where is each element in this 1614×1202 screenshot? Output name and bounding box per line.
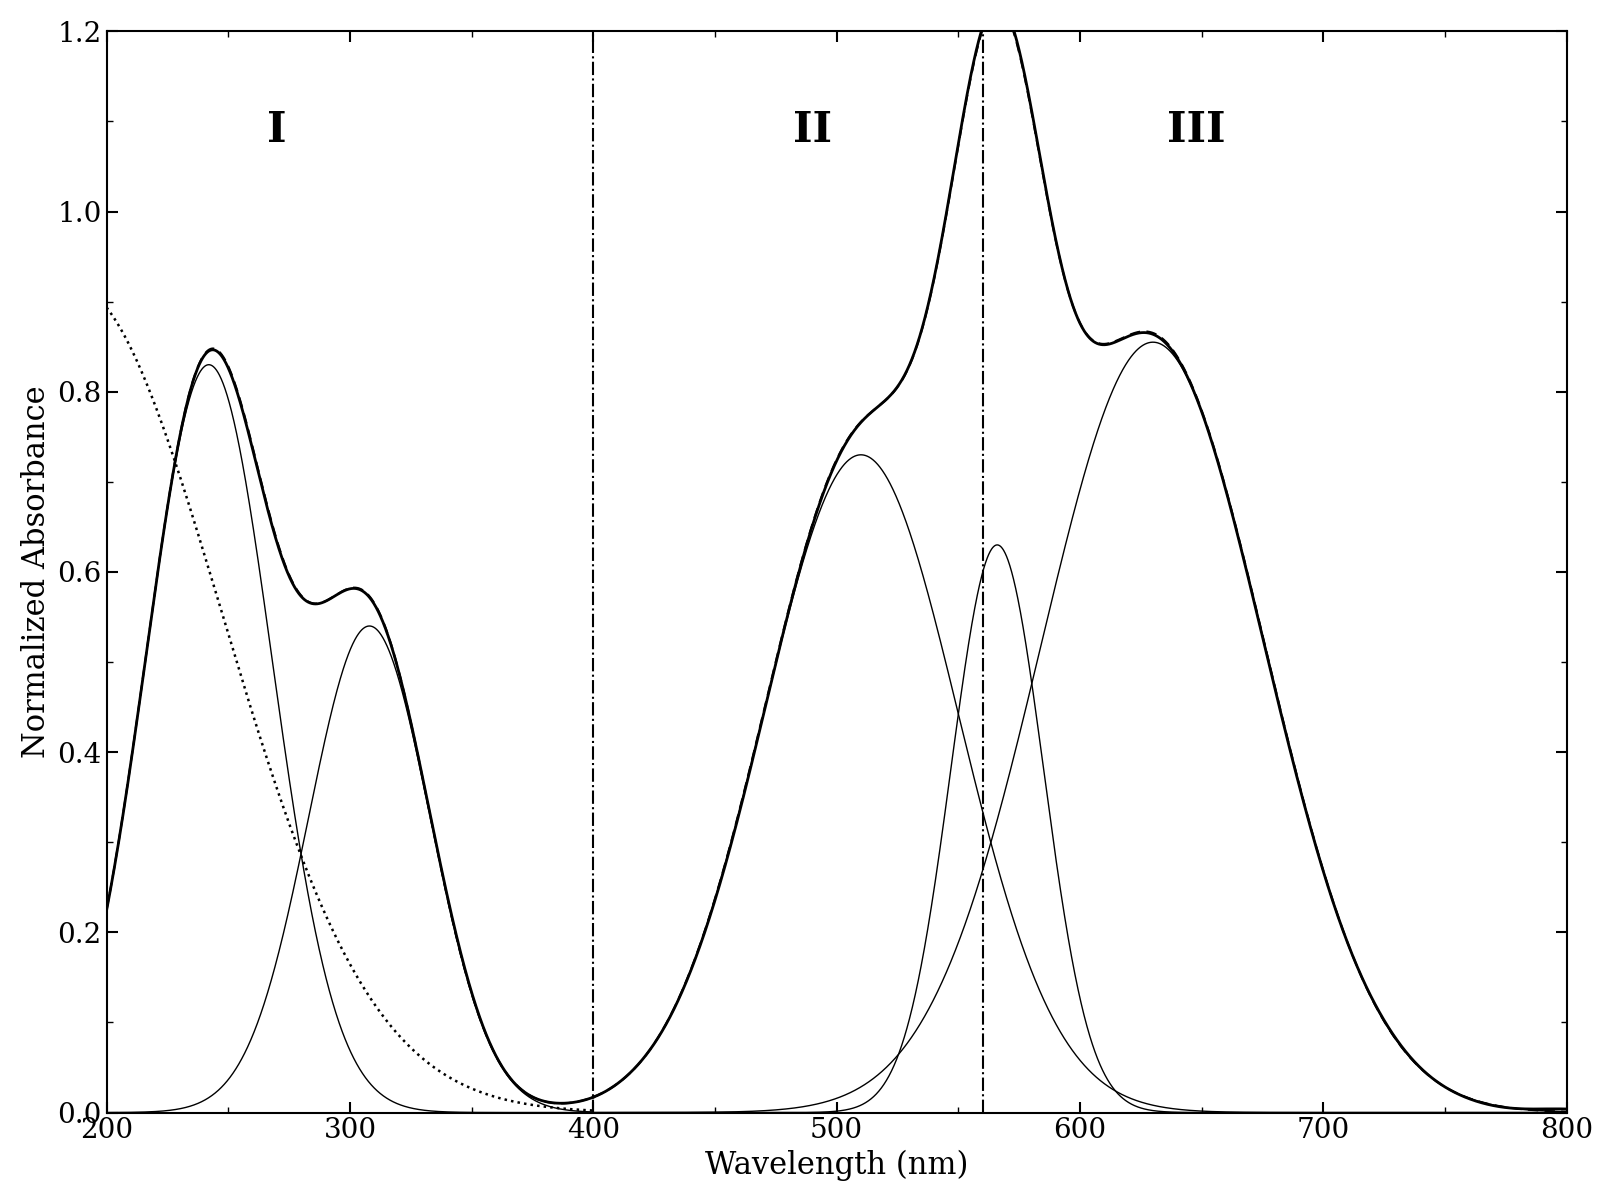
Text: II: II	[792, 109, 831, 151]
Text: I: I	[268, 109, 287, 151]
Text: III: III	[1167, 109, 1227, 151]
Y-axis label: Normalized Absorbance: Normalized Absorbance	[21, 386, 52, 758]
X-axis label: Wavelength (nm): Wavelength (nm)	[705, 1150, 968, 1182]
